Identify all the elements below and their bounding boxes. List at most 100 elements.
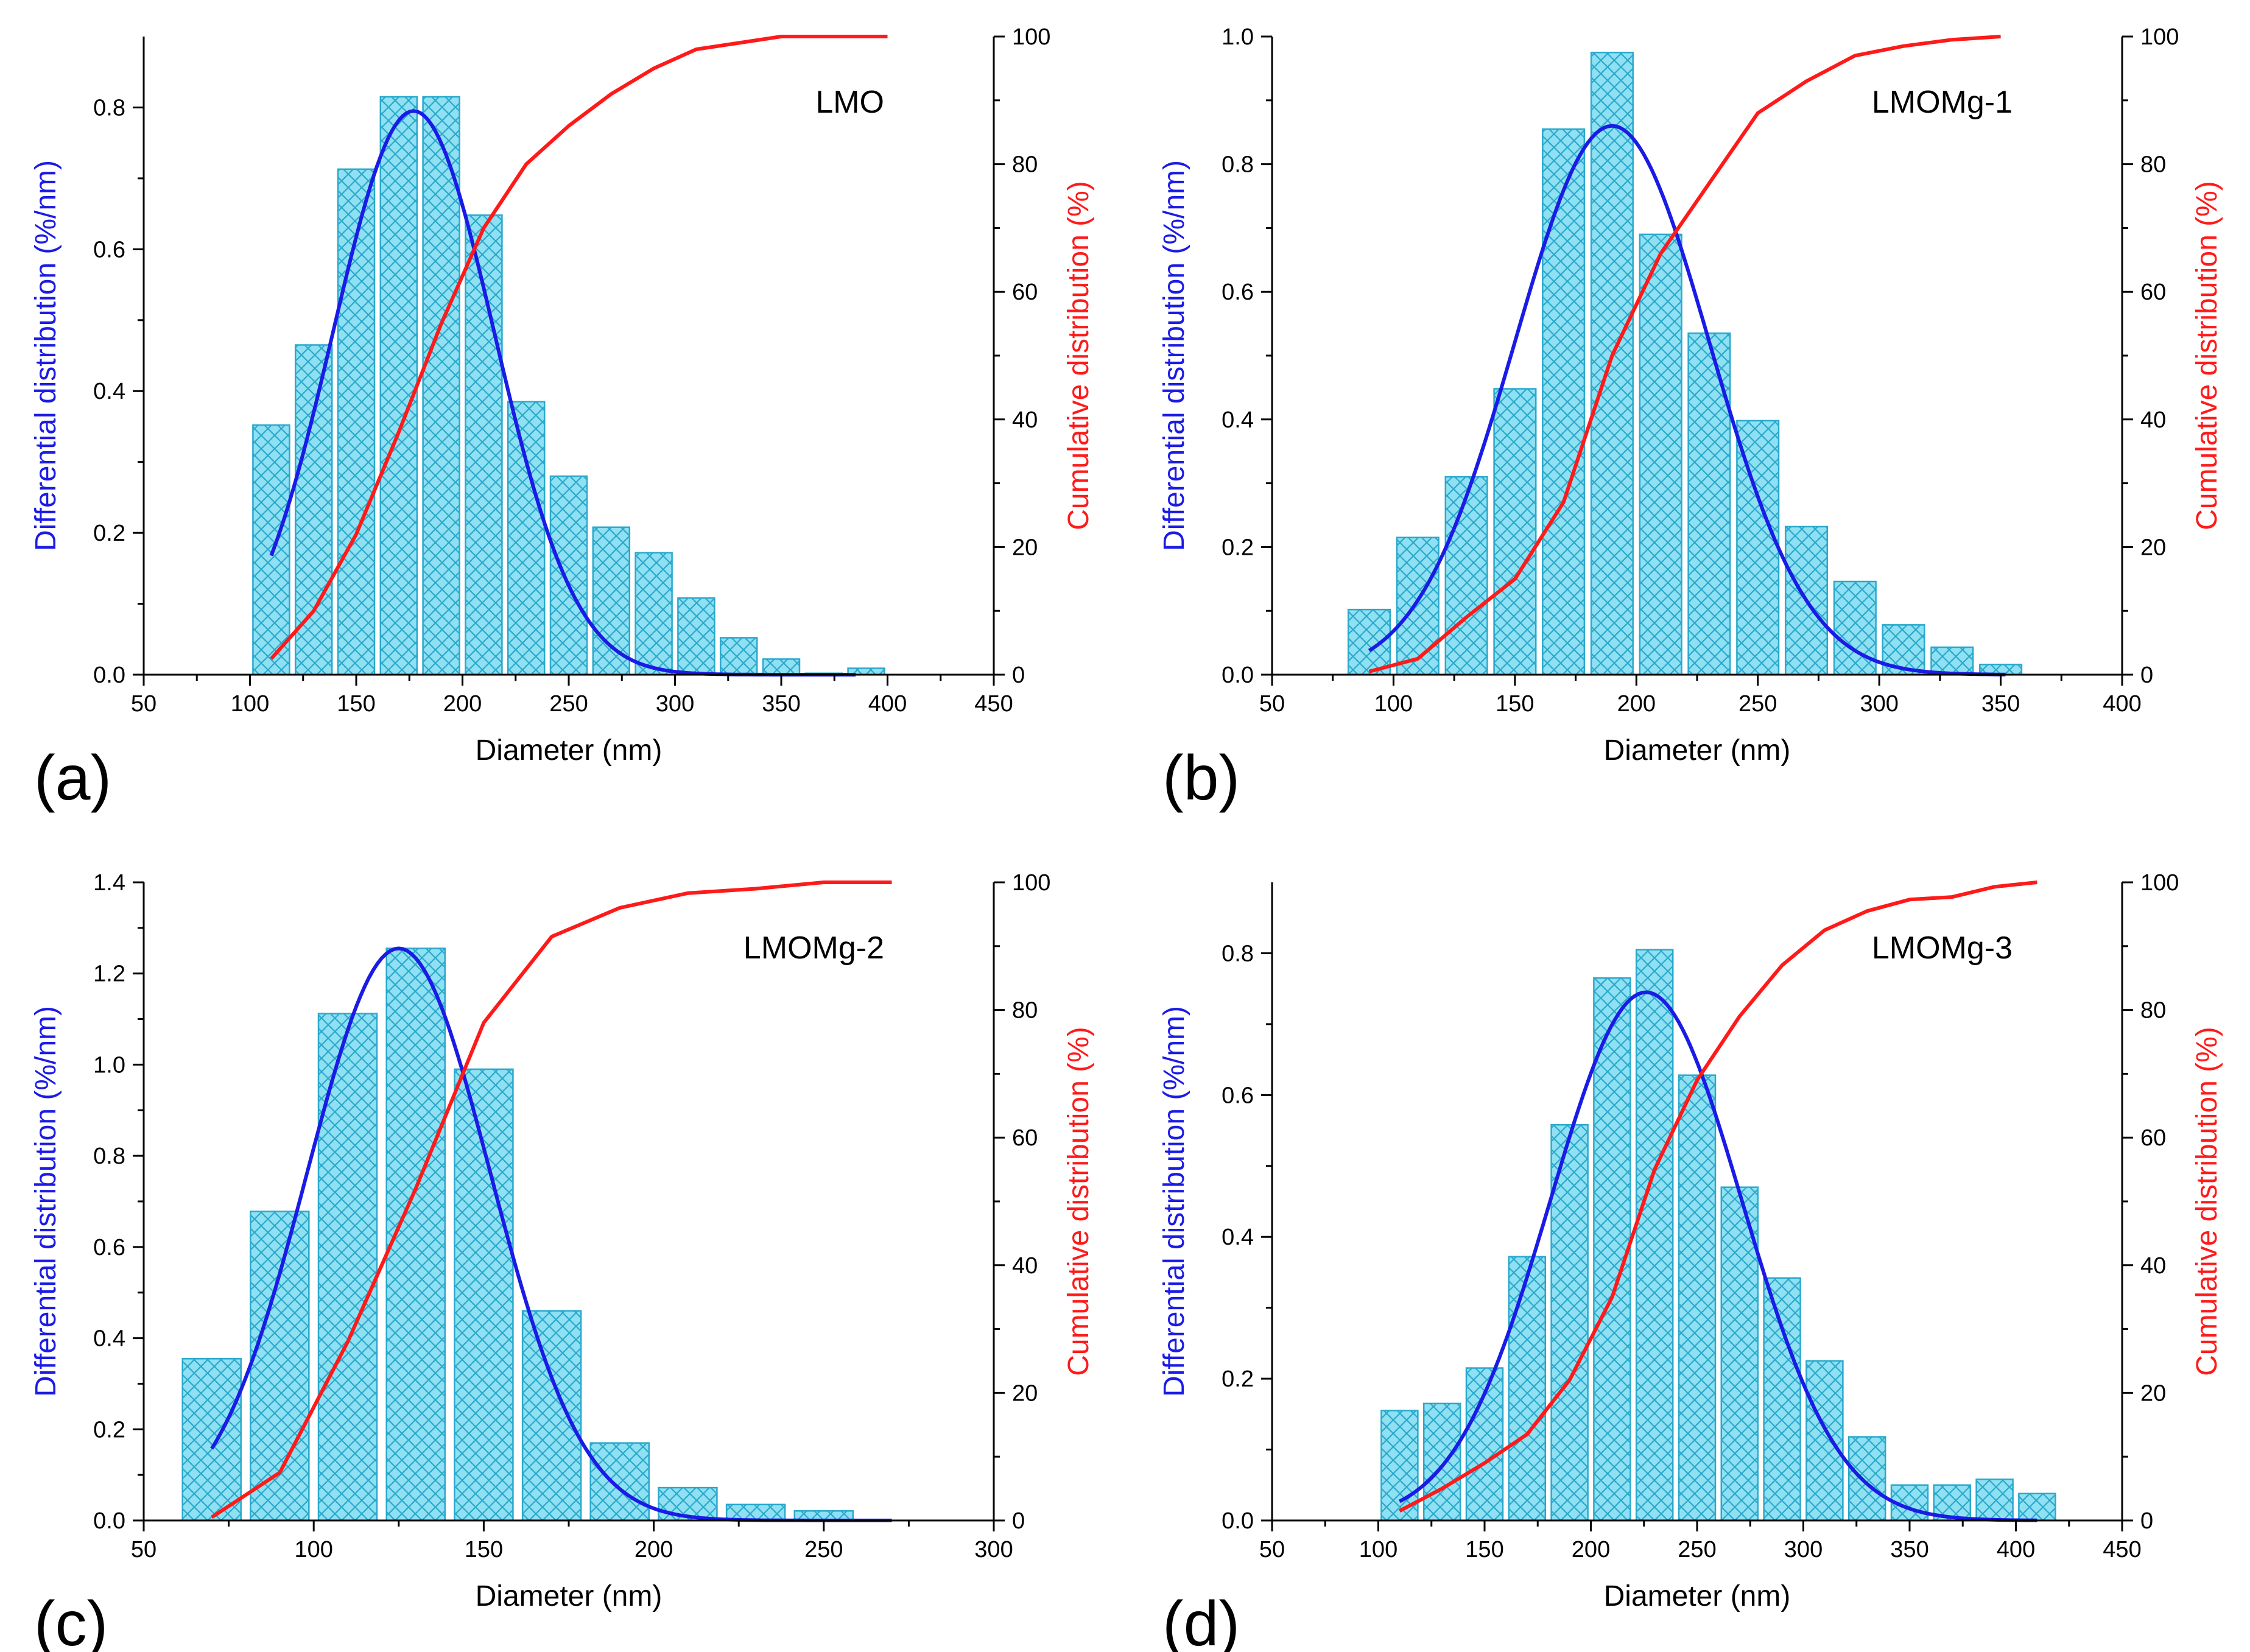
y-tick-label: 1.0	[1222, 24, 1254, 50]
y-tick-label: 0.8	[93, 95, 125, 121]
y-tick-label: 1.2	[93, 961, 125, 987]
histogram-bar	[719, 637, 758, 676]
y2-tick-label: 60	[2140, 279, 2166, 305]
histogram-bar	[549, 475, 588, 676]
chart-panel-2: 50 100 150 200 250 300 350 4000.00.20.40.60.81.…	[1158, 24, 2223, 814]
y2-tick-label: 100	[2140, 870, 2179, 896]
x-tick-label: 350	[1890, 1537, 1928, 1562]
histogram-bar	[1542, 128, 1586, 676]
histogram-bar	[507, 401, 546, 676]
y2-tick-label: 20	[1012, 535, 1038, 560]
histogram-bar	[1805, 1360, 1844, 1522]
sample-label: LMOMg-2	[744, 930, 884, 966]
histogram-bar	[2018, 1492, 2056, 1522]
y-tick-label: 1.0	[93, 1052, 125, 1078]
x-axis-title: Diameter (nm)	[476, 1580, 663, 1612]
y-tick-label: 0.6	[93, 1235, 125, 1260]
y-tick-label: 0.6	[1222, 279, 1254, 305]
x-tick-label: 50	[131, 1537, 156, 1562]
panel-letter: (a)	[34, 743, 111, 814]
y2-tick-label: 40	[2140, 1253, 2166, 1279]
x-tick-label: 50	[1259, 691, 1285, 717]
y2-axis-title: Cumulative distribution (%)	[1063, 1027, 1095, 1376]
y2-tick-label: 40	[1012, 1253, 1038, 1279]
histogram-bar	[422, 96, 460, 676]
y-tick-label: 0.0	[93, 1508, 125, 1534]
cumulative-line	[1368, 35, 2001, 673]
x-tick-label: 400	[868, 691, 907, 717]
y2-tick-label: 100	[1012, 24, 1050, 50]
sample-label: LMO	[815, 85, 884, 120]
gaussian-fit-line	[1398, 990, 2037, 1522]
y2-axis-title: Cumulative distribution (%)	[1063, 181, 1095, 530]
y2-tick-label: 80	[1012, 998, 1038, 1024]
histogram-bar	[1639, 233, 1682, 676]
panels-container: 50 100 150 200 250 300 350 400 4500.00.20.40.60.…	[30, 24, 2223, 1652]
y-tick-label: 0.8	[1222, 941, 1254, 966]
histogram-bar	[181, 1358, 242, 1522]
x-tick-label: 250	[804, 1537, 843, 1562]
x-tick-label: 150	[337, 691, 375, 717]
histogram-bars	[1347, 51, 2023, 676]
y2-tick-label: 0	[2140, 1508, 2153, 1534]
y2-tick-label: 80	[1012, 152, 1038, 178]
x-tick-label: 150	[465, 1537, 503, 1562]
histogram-bar	[592, 526, 631, 676]
histogram-bar	[1975, 1478, 2014, 1522]
x-tick-label: 50	[1259, 1537, 1285, 1562]
histogram-bar	[454, 1068, 514, 1522]
x-tick-label: 250	[1678, 1537, 1716, 1562]
y-tick-label: 0.0	[93, 663, 125, 688]
y-tick-label: 0.0	[1222, 663, 1254, 688]
x-tick-label: 450	[974, 691, 1013, 717]
y2-tick-label: 20	[2140, 535, 2166, 560]
y-axis-title: Differential distribution (%/nm)	[30, 1006, 62, 1397]
histogram-bar	[337, 168, 376, 676]
y-tick-label: 0.0	[1222, 1508, 1254, 1534]
cumulative-line	[1399, 880, 2037, 1513]
histogram-bar	[677, 597, 715, 676]
panel-letter: (c)	[34, 1589, 108, 1652]
x-axis-title: Diameter (nm)	[1604, 734, 1791, 767]
x-tick-label: 250	[1738, 691, 1777, 717]
y2-axis-title: Cumulative distribution (%)	[2191, 1027, 2223, 1376]
chart-panel-1: 50 100 150 200 250 300 350 400 4500.00.20.40.60.…	[30, 24, 1095, 814]
histogram-bar	[1493, 388, 1537, 676]
x-tick-label: 50	[131, 691, 156, 717]
histogram-bar	[1550, 1123, 1589, 1522]
cumulative-line	[211, 880, 892, 1519]
x-tick-label: 300	[656, 691, 694, 717]
histogram-bar	[1763, 1277, 1801, 1522]
y-axis-title: Differential distribution (%/nm)	[1158, 1006, 1190, 1397]
sample-label: LMOMg-1	[1872, 85, 2013, 120]
y-tick-label: 0.2	[93, 521, 125, 546]
y2-tick-label: 40	[2140, 407, 2166, 433]
histogram-bar	[1930, 646, 1974, 676]
histogram-bar	[379, 96, 418, 676]
y-tick-label: 0.2	[1222, 535, 1254, 560]
y-tick-label: 0.4	[1222, 1225, 1254, 1250]
histogram-bar	[1593, 977, 1631, 1522]
histogram-bar	[1635, 949, 1674, 1522]
x-tick-label: 250	[549, 691, 588, 717]
y2-tick-label: 0	[1012, 663, 1025, 688]
x-tick-label: 300	[974, 1537, 1013, 1562]
y2-tick-label: 60	[1012, 1125, 1038, 1151]
y-axis-title: Differential distribution (%/nm)	[1158, 160, 1190, 551]
x-tick-label: 150	[1465, 1537, 1503, 1562]
x-tick-label: 200	[1617, 691, 1656, 717]
histogram-bars	[181, 947, 854, 1522]
y2-tick-label: 100	[1012, 870, 1050, 896]
y2-axis-title: Cumulative distribution (%)	[2191, 181, 2223, 530]
histogram-bar	[252, 424, 290, 676]
y2-tick-label: 80	[2140, 998, 2166, 1024]
cumulative-line	[270, 35, 888, 660]
x-tick-label: 100	[1359, 1537, 1397, 1562]
x-axis-title: Diameter (nm)	[476, 734, 663, 767]
sample-label: LMOMg-3	[1872, 930, 2013, 966]
histogram-bar	[1422, 1402, 1461, 1522]
x-tick-label: 200	[635, 1537, 673, 1562]
histogram-bar	[762, 658, 801, 676]
x-tick-label: 200	[1572, 1537, 1610, 1562]
